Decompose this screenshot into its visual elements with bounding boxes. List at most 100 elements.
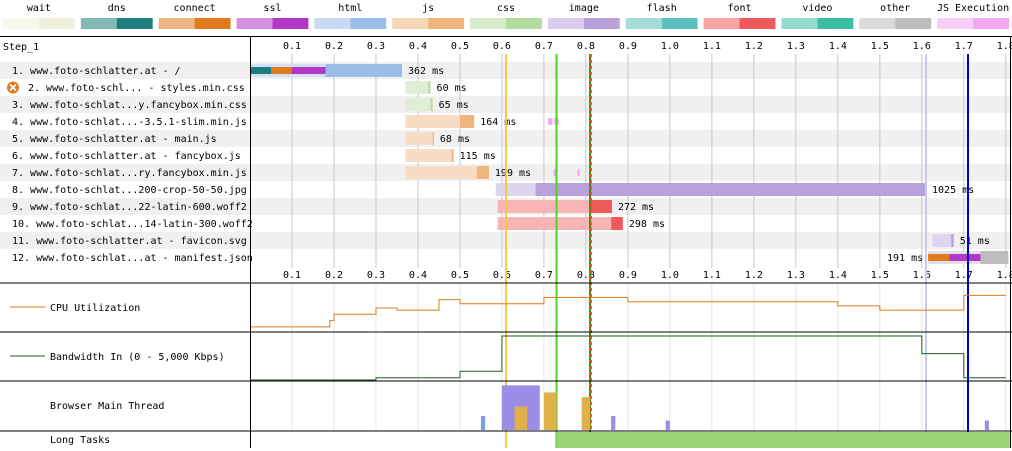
x-tick-label: 0.8	[577, 270, 595, 281]
cpu-panel: CPU Utilization	[0, 282, 1012, 328]
request-bar-download	[476, 166, 489, 179]
request-label: 4. www.foto-schlat...-3.5.1-slim.min.js	[12, 117, 247, 128]
x-tick-label: 0.5	[451, 41, 469, 52]
legend-swatch-light	[547, 18, 584, 29]
request-bar-wait	[497, 217, 612, 230]
legend-swatch-dark	[116, 18, 153, 29]
legend-label-video: video	[802, 3, 832, 14]
request-row: 1. www.foto-schlatter.at - / 362 ms	[12, 64, 444, 77]
request-duration: 60 ms	[437, 83, 467, 94]
request-bar-download	[459, 115, 475, 128]
request-rows: 1. www.foto-schlatter.at - / 362 ms 2. www…	[7, 64, 1009, 264]
request-bar-wait	[497, 200, 591, 213]
request-bar-wait	[932, 234, 952, 247]
legend-swatch-dark	[817, 18, 854, 29]
x-tick-label: 1.8	[997, 270, 1012, 281]
error-icon-cross	[9, 83, 17, 92]
request-duration: 115 ms	[460, 151, 496, 162]
request-row: 5. www.foto-schlatter.at - main.js 68 ms	[12, 132, 470, 145]
request-bar-wait	[405, 132, 433, 145]
bandwidth-series	[250, 335, 1006, 381]
request-label: 11. www.foto-schlatter.at - favicon.svg	[12, 236, 247, 247]
legend-swatch-light	[392, 18, 429, 29]
request-duration: 362 ms	[408, 66, 444, 77]
legend-swatch-light	[236, 18, 273, 29]
legend-label-js-execution: JS Execution	[937, 3, 1009, 14]
legend-swatch-dark	[973, 18, 1009, 29]
request-row: 2. www.foto-schl... - styles.min.css 60 m…	[7, 81, 467, 94]
main-thread-activity	[611, 415, 616, 430]
main-thread-activity	[543, 392, 557, 430]
legend-label-connect: connect	[174, 3, 216, 14]
x-tick-label: 0.7	[535, 270, 553, 281]
legend-label-js: js	[422, 3, 434, 14]
legend-swatch-light	[470, 18, 506, 29]
legend-swatch-light	[937, 18, 974, 29]
legend-swatch-dark	[428, 18, 465, 29]
x-tick-label: 0.5	[451, 270, 469, 281]
request-row: 8. www.foto-schlat...200-crop-50-50.jpg 1…	[12, 183, 974, 196]
cpu-series	[250, 294, 1006, 328]
request-bar-download	[590, 200, 612, 213]
x-axis-bottom: 0.1 0.2 0.3 0.4 0.5 0.6 0.7 0.8 0.9 1.0 1.1 1.2 1.3 1…	[283, 270, 1012, 281]
legend-label-other: other	[880, 3, 910, 14]
request-duration: 51 ms	[960, 236, 990, 247]
legend-label-dns: dns	[108, 3, 126, 14]
legend-swatch-light	[80, 18, 117, 29]
x-tick-label: 1.8	[997, 41, 1012, 52]
main-thread-activity	[514, 406, 528, 430]
request-label: 9. www.foto-schlat...22-latin-600.woff2	[12, 202, 247, 213]
request-label: 6. www.foto-schlatter.at - fancybox.js	[12, 151, 241, 162]
request-duration: 199 ms	[495, 168, 531, 179]
x-tick-label: 1.4	[829, 41, 847, 52]
long-tasks-panel: Long Tasks	[0, 430, 1012, 448]
legend-label-css: css	[497, 3, 515, 14]
long-tasks-label: Long Tasks	[50, 435, 110, 446]
request-bar-ssl	[949, 254, 981, 261]
x-tick-label: 1.1	[703, 41, 721, 52]
request-bar-wait	[405, 98, 431, 111]
bandwidth-panel: Bandwidth In (0 - 5,000 Kbps)	[0, 331, 1012, 381]
request-duration: 65 ms	[439, 100, 469, 111]
request-bar-download	[451, 149, 454, 162]
legend-label-image: image	[569, 3, 599, 14]
x-tick-label: 0.3	[367, 270, 385, 281]
x-tick-label: 1.1	[703, 270, 721, 281]
x-tick-label: 1.7	[955, 270, 973, 281]
x-tick-label: 1.3	[787, 270, 805, 281]
x-tick-label: 1.6	[913, 270, 931, 281]
x-tick-label: 0.9	[619, 41, 637, 52]
request-duration: 164 ms	[480, 117, 516, 128]
legend-swatch-dark	[895, 18, 932, 29]
request-bar-download	[980, 251, 1009, 264]
legend-swatch-dark	[272, 18, 309, 29]
legend-swatch-light	[859, 18, 896, 29]
main-thread-activity	[984, 420, 990, 430]
main-thread-activity	[665, 420, 670, 430]
legend-label-ssl: ssl	[263, 3, 281, 14]
request-row: 6. www.foto-schlatter.at - fancybox.js 11…	[12, 149, 496, 162]
x-tick-label: 0.1	[283, 41, 301, 52]
x-tick-label: 0.3	[367, 41, 385, 52]
request-bar-connect	[270, 67, 292, 74]
legend-swatch-light	[3, 18, 39, 29]
x-tick-label: 1.3	[787, 41, 805, 52]
request-bar-download	[325, 64, 402, 77]
request-bar-ssl	[291, 67, 326, 74]
legend-swatch-dark	[194, 18, 231, 29]
x-tick-label: 0.6	[493, 41, 511, 52]
request-label: 5. www.foto-schlatter.at - main.js	[12, 134, 217, 145]
main-thread-panel: Browser Main Thread	[0, 380, 1012, 430]
step-label: Step_1	[3, 42, 39, 53]
request-row: 9. www.foto-schlat...22-latin-600.woff2 2…	[12, 200, 654, 213]
request-bar-download	[430, 98, 433, 111]
request-row: 10. www.foto-schlat...14-latin-300.woff2…	[12, 217, 665, 230]
x-axis-top: 0.1 0.2 0.3 0.4 0.5 0.6 0.7 0.8 0.9 1.0 1.1 1.2 1.3 1…	[283, 41, 1012, 52]
js-execution-mark	[577, 169, 580, 176]
request-row: 12. www.foto-schlat...at - manifest.json…	[12, 251, 1009, 264]
request-row: 11. www.foto-schlatter.at - favicon.svg 5…	[12, 234, 990, 247]
request-label: 3. www.foto-schlat...y.fancybox.min.css	[12, 100, 247, 111]
legend-swatch-dark	[38, 18, 75, 29]
request-label: 2. www.foto-schl... - styles.min.css	[28, 83, 245, 94]
